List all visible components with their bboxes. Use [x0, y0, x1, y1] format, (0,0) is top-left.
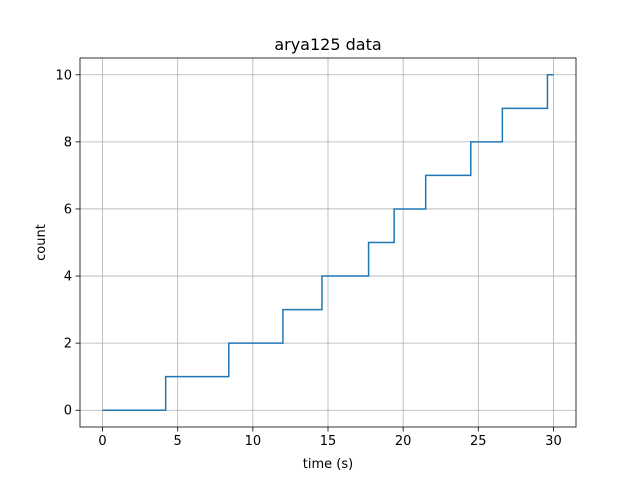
x-tick-label: 0: [98, 434, 106, 449]
y-tick-label: 0: [64, 404, 72, 419]
x-axis-ticks: 0 5 10 15 20 25 30: [98, 427, 562, 449]
step-series-line: [102, 74, 554, 411]
chart-title: arya125 data: [274, 35, 381, 54]
y-axis-label: count: [34, 224, 49, 261]
x-tick-label: 30: [545, 434, 562, 449]
x-tick-label: 10: [245, 434, 262, 449]
x-tick-label: 20: [395, 434, 412, 449]
x-axis-label: time (s): [303, 457, 353, 472]
y-axis-ticks: 0 2 4 6 8 10: [55, 68, 80, 419]
y-tick-label: 8: [64, 135, 72, 150]
x-tick-label: 5: [174, 434, 182, 449]
series-layer: [102, 74, 554, 411]
x-tick-label: 25: [470, 434, 487, 449]
x-tick-label: 15: [320, 434, 337, 449]
y-tick-label: 10: [55, 68, 72, 83]
y-tick-label: 6: [64, 202, 72, 217]
grid: [80, 58, 576, 427]
y-tick-label: 2: [64, 337, 72, 352]
y-tick-label: 4: [64, 270, 72, 285]
